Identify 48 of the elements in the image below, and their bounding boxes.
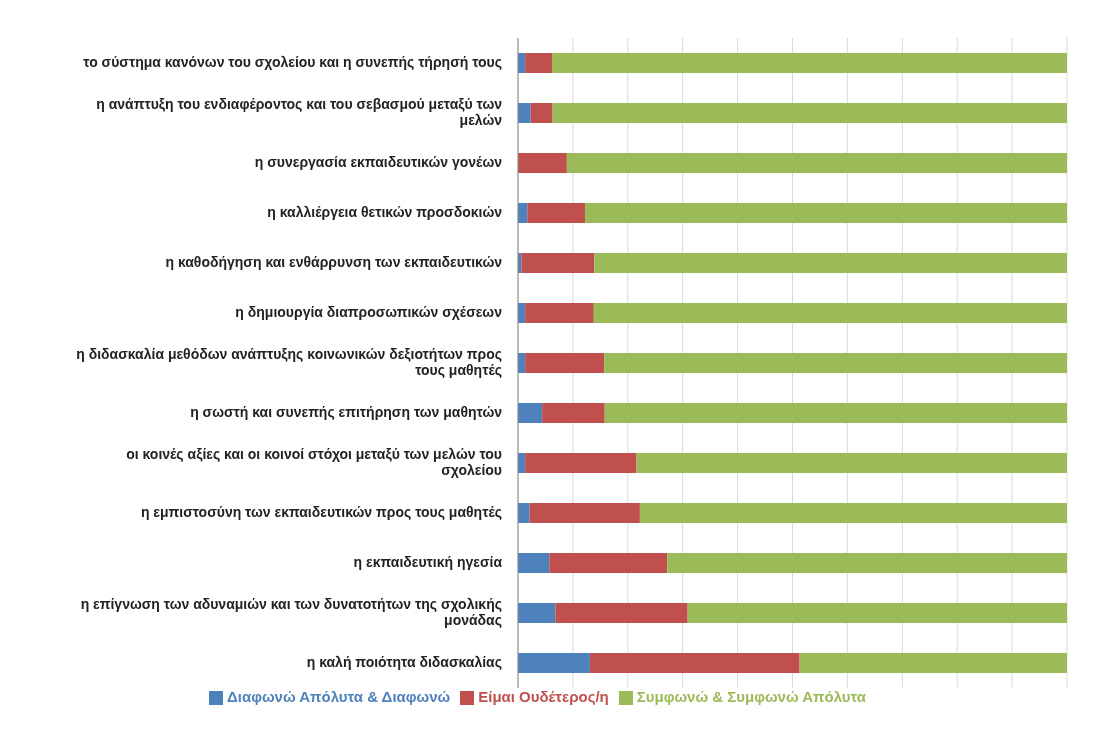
bar <box>525 302 594 323</box>
bar <box>525 352 605 373</box>
bar <box>521 252 595 273</box>
bar <box>518 103 531 123</box>
bar <box>518 552 550 573</box>
bar <box>604 402 1067 423</box>
legend-label: Συμφωνώ & Συμφωνώ Απόλυτα <box>636 687 867 705</box>
y-tick-label: οι κοινές αξίες και οι κοινοί στόχοι μεταξύ των μελών του σχολείου <box>126 445 502 478</box>
bar <box>552 53 1067 73</box>
bar <box>552 103 1067 123</box>
bar <box>518 652 590 673</box>
bar <box>518 402 543 423</box>
bar <box>525 53 553 73</box>
bar <box>799 652 1067 673</box>
y-tick-label: η συνεργασία εκπαιδευτικών γονέων <box>254 153 503 170</box>
legend-label: Είμαι Ουδέτερος/η <box>478 687 609 705</box>
bar <box>542 402 605 423</box>
bar <box>636 452 1067 473</box>
bar <box>518 502 530 523</box>
y-tick-label: το σύστημα κανόνων του σχολείου και η συνεπής τήρησή τους <box>83 53 502 70</box>
y-tick-label: η διδασκαλία μεθόδων ανάπτυξης κοινωνικών δεξιοτήτων προς τους μαθητές <box>76 345 502 378</box>
bar <box>530 103 553 123</box>
y-tick-label: η καλλιέργεια θετικών προσδοκιών <box>267 203 503 220</box>
y-tick-label: η καθοδήγηση και ενθάρρυνση των εκπαιδευτικών <box>165 253 503 270</box>
y-tick-label: η δημιουργία διαπροσωπικών σχέσεων <box>235 303 503 320</box>
bar <box>584 202 1067 223</box>
bar <box>589 652 800 673</box>
y-tick-label: η εκπαιδευτική ηγεσία <box>353 553 503 570</box>
bar <box>518 153 567 173</box>
bar <box>604 352 1067 373</box>
y-tick-label: η επίγνωση των αδυναμιών και των δυνατοτήτων της σχολικής μονάδας <box>80 595 502 628</box>
legend-label: Διαφωνώ Απόλυτα & Διαφωνώ <box>226 687 451 705</box>
bar <box>525 452 637 473</box>
bar <box>529 502 640 523</box>
bar <box>687 602 1067 623</box>
bar <box>593 302 1067 323</box>
y-tick-label: η ανάπτυξη του ενδιαφέροντος και του σεβασμού μεταξύ των μελών <box>96 95 503 128</box>
bar <box>594 252 1067 273</box>
bar <box>566 153 1067 173</box>
y-tick-label: η εμπιστοσύνη των εκπαιδευτικών προς τους μαθητές <box>140 503 502 520</box>
bar <box>549 552 668 573</box>
y-tick-label: η καλή ποιότητα διδασκαλίας <box>306 653 502 670</box>
bar <box>555 602 688 623</box>
bar <box>527 202 585 223</box>
bar <box>667 552 1067 573</box>
bar <box>518 602 556 623</box>
bar <box>639 502 1067 523</box>
y-tick-label: η σωστή και συνεπής επιτήρηση των μαθητών <box>190 403 503 420</box>
